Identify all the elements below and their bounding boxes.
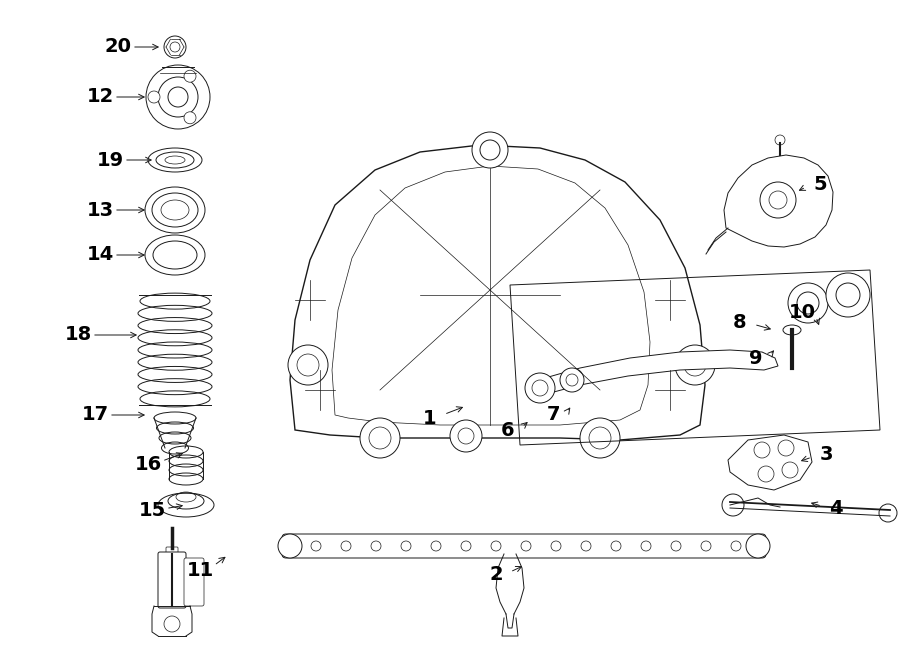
Circle shape — [491, 541, 501, 551]
Circle shape — [675, 345, 715, 385]
Circle shape — [758, 466, 774, 482]
Circle shape — [341, 541, 351, 551]
Circle shape — [146, 65, 210, 129]
Text: 5: 5 — [814, 176, 827, 194]
Circle shape — [754, 442, 770, 458]
Polygon shape — [534, 350, 778, 395]
Polygon shape — [728, 435, 812, 490]
Circle shape — [461, 541, 471, 551]
Circle shape — [450, 420, 482, 452]
Circle shape — [879, 504, 897, 522]
Text: 10: 10 — [788, 303, 815, 321]
Circle shape — [360, 418, 400, 458]
Text: 17: 17 — [81, 405, 109, 424]
Text: 19: 19 — [96, 151, 123, 169]
Circle shape — [164, 616, 180, 632]
Text: 11: 11 — [186, 561, 213, 580]
Circle shape — [611, 541, 621, 551]
Circle shape — [288, 345, 328, 385]
Ellipse shape — [783, 325, 801, 335]
Circle shape — [782, 462, 798, 478]
Circle shape — [788, 283, 828, 323]
Ellipse shape — [145, 235, 205, 275]
Circle shape — [701, 541, 711, 551]
Circle shape — [760, 182, 796, 218]
Circle shape — [826, 273, 870, 317]
Circle shape — [722, 494, 744, 516]
Text: 9: 9 — [749, 348, 763, 368]
Circle shape — [778, 440, 794, 456]
Ellipse shape — [158, 493, 214, 517]
Text: 14: 14 — [86, 245, 113, 264]
Text: 3: 3 — [819, 446, 832, 465]
Text: 15: 15 — [139, 500, 166, 520]
Circle shape — [521, 541, 531, 551]
FancyBboxPatch shape — [166, 547, 178, 555]
Polygon shape — [724, 155, 833, 247]
Circle shape — [580, 418, 620, 458]
Text: 1: 1 — [423, 408, 436, 428]
Circle shape — [746, 534, 770, 558]
FancyBboxPatch shape — [282, 534, 766, 558]
FancyBboxPatch shape — [184, 558, 204, 606]
Ellipse shape — [148, 148, 202, 172]
Circle shape — [168, 87, 188, 107]
Circle shape — [775, 135, 785, 145]
Circle shape — [560, 368, 584, 392]
Circle shape — [551, 541, 561, 551]
Circle shape — [401, 541, 411, 551]
Ellipse shape — [145, 187, 205, 233]
Circle shape — [371, 541, 381, 551]
Circle shape — [278, 534, 302, 558]
Text: 16: 16 — [134, 455, 162, 475]
Circle shape — [525, 373, 555, 403]
Circle shape — [581, 541, 591, 551]
Circle shape — [671, 541, 681, 551]
FancyBboxPatch shape — [158, 552, 186, 608]
Circle shape — [170, 42, 180, 52]
Circle shape — [184, 70, 196, 82]
Circle shape — [431, 541, 441, 551]
Text: 2: 2 — [490, 566, 503, 584]
Text: 8: 8 — [734, 313, 747, 332]
Circle shape — [148, 91, 160, 103]
Text: 13: 13 — [86, 200, 113, 219]
Text: 20: 20 — [104, 38, 131, 56]
Text: 4: 4 — [829, 498, 842, 518]
Polygon shape — [290, 145, 705, 440]
Text: 18: 18 — [65, 325, 92, 344]
Text: 7: 7 — [546, 405, 560, 424]
Circle shape — [641, 541, 651, 551]
Circle shape — [311, 541, 321, 551]
Circle shape — [731, 541, 741, 551]
Text: 6: 6 — [501, 420, 515, 440]
Circle shape — [164, 36, 186, 58]
Circle shape — [472, 132, 508, 168]
Circle shape — [184, 112, 196, 124]
Text: 12: 12 — [86, 87, 113, 106]
